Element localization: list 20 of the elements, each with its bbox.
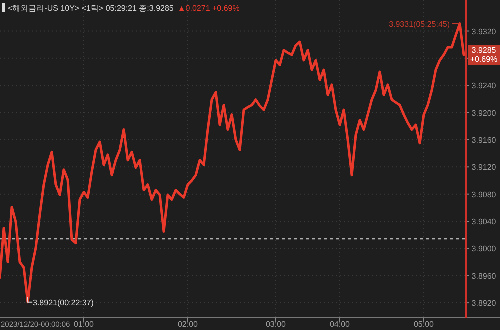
text: <해외금리-US 10Y> <1틱> 05:29:21 종:3.9285	[8, 4, 174, 13]
x-tick-label: 03:00	[266, 320, 287, 329]
y-tick-label: 3.9160	[472, 136, 497, 145]
x-tick-label: 04:00	[330, 320, 351, 329]
annotation: 3.9331(05:25:45)	[389, 20, 450, 29]
y-tick-label: 3.9200	[472, 108, 497, 118]
annotation: 3.8921(00:22:37)	[33, 298, 94, 308]
y-tick-label: 3.9080	[472, 190, 497, 200]
y-tick-label: 3.9240	[472, 82, 497, 91]
y-tick-label: 3.9120	[472, 163, 497, 172]
text: ▲0.0271 +0.69%	[178, 4, 240, 13]
y-tick-label: 3.9320	[472, 27, 497, 36]
x-tick-label: 05:00	[414, 320, 435, 329]
x-tick-label: 02:00	[178, 320, 199, 329]
x-tick-label: 01:00	[74, 320, 95, 329]
y-tick-label: 3.8920	[472, 299, 497, 308]
annotation: 3.9285 +0.69%	[470, 46, 498, 64]
y-tick-label: 3.9000	[472, 244, 497, 254]
y-tick-label: 3.8960	[472, 272, 497, 281]
y-tick-label: 3.9040	[472, 218, 497, 227]
